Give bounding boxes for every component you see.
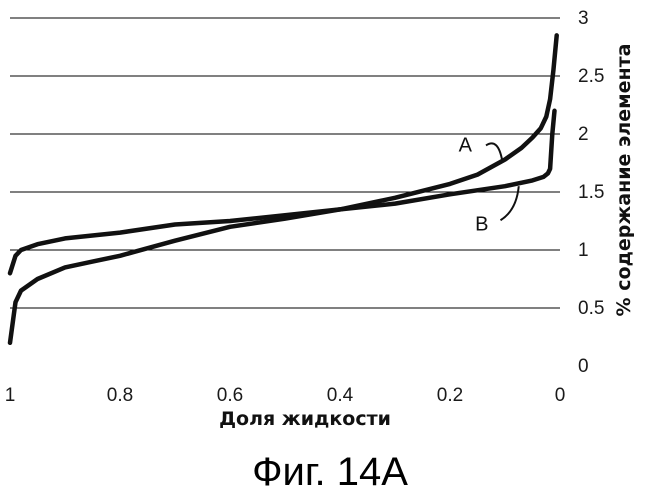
series-label-b: B bbox=[475, 213, 488, 235]
figure-caption: Фиг. 14А bbox=[252, 450, 408, 494]
y-tick-label: 0.5 bbox=[578, 298, 604, 319]
x-tick-label: 0.6 bbox=[217, 385, 243, 406]
y-axis-title: % содержание элемента bbox=[613, 44, 635, 317]
x-tick-label: 0 bbox=[555, 385, 566, 406]
y-tick-label: 2.5 bbox=[578, 66, 604, 87]
y-tick-label: 1 bbox=[578, 240, 589, 261]
series-layer bbox=[10, 35, 557, 342]
label-b-leader bbox=[501, 186, 519, 220]
x-tick-label: 1 bbox=[5, 385, 16, 406]
y-tick-label: 2 bbox=[578, 124, 589, 145]
x-tick-label: 0.8 bbox=[107, 385, 133, 406]
x-tick-label: 0.4 bbox=[327, 385, 354, 406]
label-a-leader bbox=[486, 143, 502, 160]
y-tick-label: 3 bbox=[578, 8, 589, 29]
x-tick-label: 0.2 bbox=[437, 385, 463, 406]
y-tick-label: 0 bbox=[578, 356, 589, 377]
y-tick-label: 1.5 bbox=[578, 182, 604, 203]
x-axis-title: Доля жидкости bbox=[219, 408, 391, 430]
label-layer: 0 0.5 1 1.5 2 2.5 3 1 0.8 0.6 0.4 0.2 0 A B bbox=[5, 8, 605, 406]
series-label-a: A bbox=[459, 134, 473, 156]
grid-layer bbox=[10, 18, 560, 308]
